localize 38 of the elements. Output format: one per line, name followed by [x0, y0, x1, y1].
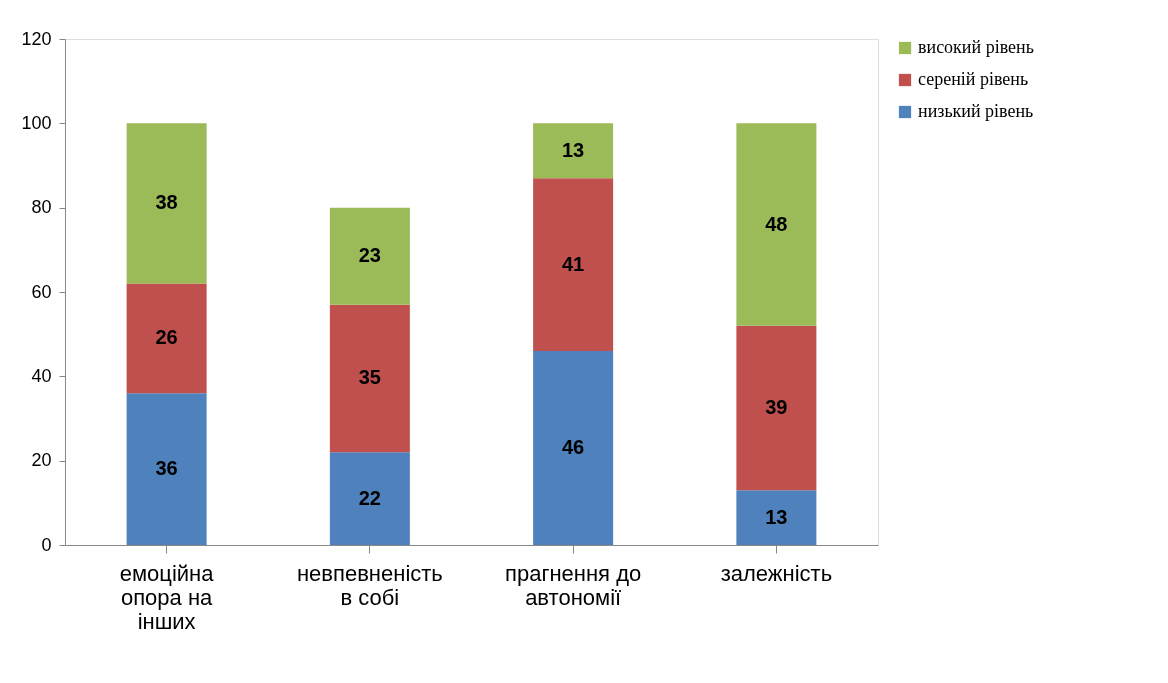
data-label: 38 [155, 191, 178, 214]
bar [126, 283, 207, 394]
legend-label: сереній рівень [918, 69, 1029, 89]
y-tick-label: 0 [41, 534, 52, 555]
bar [533, 123, 614, 179]
bar [329, 304, 410, 453]
bar [736, 123, 817, 326]
bar [533, 351, 614, 545]
y-tick-label: 40 [31, 365, 52, 386]
bar [533, 178, 614, 352]
x-tick-label: емоційна опора на інших [119, 560, 215, 634]
data-label: 23 [358, 244, 381, 267]
data-label: 13 [765, 505, 788, 528]
bar [126, 123, 207, 284]
x-tick-label: прагнення до автономії [505, 560, 642, 610]
data-label: 39 [765, 395, 788, 418]
bar [736, 325, 817, 491]
x-tick-label: невпевненість в собі [296, 560, 443, 610]
bar [329, 207, 410, 305]
data-label: 22 [358, 486, 381, 509]
y-tick-label: 80 [31, 197, 52, 218]
legend-label: високий рівень [918, 37, 1034, 57]
y-tick-label: 100 [21, 112, 52, 133]
data-label: 26 [155, 326, 178, 349]
bar [329, 452, 410, 545]
y-tick-label: 120 [21, 28, 52, 49]
data-label: 46 [562, 436, 585, 459]
data-label: 48 [765, 212, 788, 235]
data-label: 35 [358, 366, 381, 389]
x-tick-label: залежність [720, 560, 833, 586]
y-tick-label: 20 [31, 450, 52, 471]
data-label: 13 [562, 138, 585, 161]
bar [126, 393, 207, 545]
bar [736, 490, 817, 545]
data-label: 41 [562, 252, 585, 275]
y-tick-label: 60 [31, 281, 52, 302]
data-label: 36 [155, 457, 178, 480]
legend-label: низький рівень [918, 101, 1034, 121]
